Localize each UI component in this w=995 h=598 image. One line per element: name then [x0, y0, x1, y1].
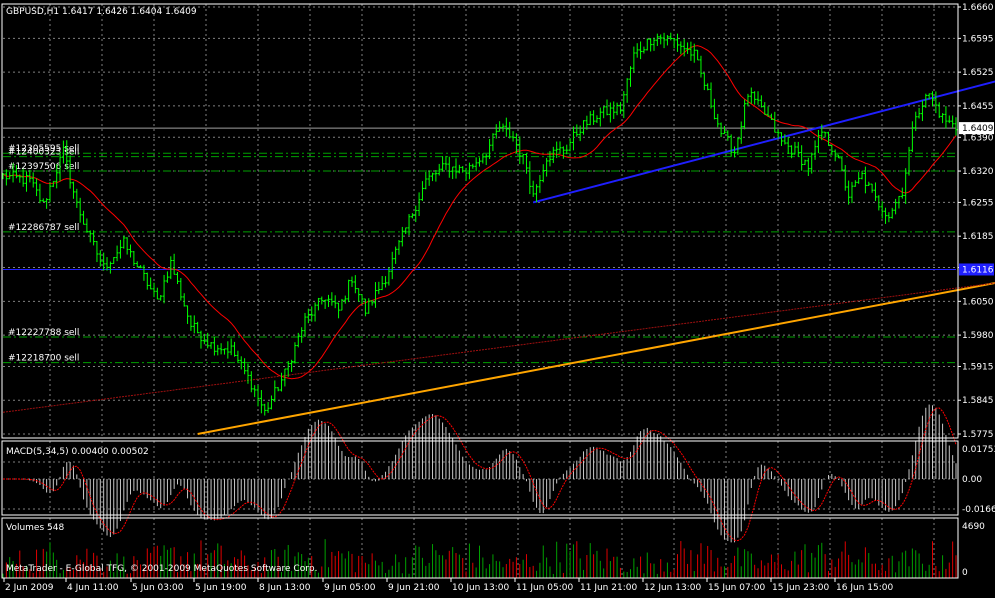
orange-trendline	[197, 282, 995, 435]
panel-frame	[1, 517, 959, 579]
price-label: 1.6390	[962, 133, 994, 143]
order-label: #12400323 sell	[8, 148, 79, 158]
volume-scale-label: 0	[962, 568, 968, 578]
time-label: 9 Jun 21:00	[388, 583, 440, 593]
macd-scale-label: 0.00	[962, 475, 982, 485]
time-label: 16 Jun 15:00	[836, 583, 893, 593]
time-label: 11 Jun 21:00	[580, 583, 637, 593]
order-label: #12397506 sell	[8, 162, 79, 172]
blue-trendline	[532, 80, 995, 204]
order-label: #12218700 sell	[8, 354, 79, 364]
volume-bars	[2, 539, 957, 578]
macd-signal	[3, 407, 957, 542]
order-lines[interactable]: #12305595 sell#12400323 sell #12397506 se…	[3, 127, 956, 364]
time-label: 8 Jun 13:00	[259, 583, 311, 593]
time-axis: 2 Jun 2009 4 Jun 11:00 5 Jun 03:00 5 Jun 19…	[3, 578, 893, 593]
price-label: 1.6455	[962, 102, 994, 112]
price-label: 1.6320	[962, 167, 994, 177]
chart-grid	[3, 4, 956, 578]
price-axis: 1.6660 1.6595 1.6525 1.6455 1.6390 1.6320 1.62…	[958, 3, 995, 578]
macd-header: MACD(5,34,5) 0.00400 0.00502	[6, 447, 149, 457]
macd-histogram	[3, 404, 957, 543]
time-label: 11 Jun 05:00	[516, 583, 573, 593]
macd-scale-label: 0.01753	[962, 445, 995, 455]
current-price-box	[959, 122, 994, 135]
time-label: 12 Jun 13:00	[644, 583, 701, 593]
candlesticks	[1, 32, 958, 416]
chart-header: GBPUSD,H1 1.6417 1.6426 1.6404 1.6409	[6, 7, 197, 17]
price-label: 1.5915	[962, 362, 994, 372]
price-label: 1.6660	[962, 3, 994, 13]
price-label: 1.6525	[962, 68, 994, 78]
time-label: 10 Jun 13:00	[452, 583, 509, 593]
order-label: #12227788 sell	[8, 328, 79, 338]
time-label: 15 Jun 23:00	[772, 583, 829, 593]
moving-average	[2, 45, 957, 380]
order-label: #12286787 sell	[8, 223, 79, 233]
ma-line	[2, 45, 957, 380]
price-label: 1.5775	[962, 430, 994, 440]
volume-scale-label: 4690	[962, 522, 985, 532]
time-label: 4 Jun 11:00	[67, 583, 119, 593]
price-label: 1.5980	[962, 331, 994, 341]
red-trendline	[2, 282, 995, 413]
order-label: #12305595 sell	[8, 144, 79, 154]
price-label: 1.6185	[962, 232, 994, 242]
panel-frame	[1, 3, 959, 439]
time-label: 15 Jun 07:00	[708, 583, 765, 593]
blue-line-price-box	[959, 263, 994, 276]
time-label: 5 Jun 03:00	[132, 583, 184, 593]
time-label: 2 Jun 2009	[5, 583, 54, 593]
price-label: 1.6255	[962, 198, 994, 208]
panel-frame	[1, 440, 959, 516]
price-label: 1.6050	[962, 297, 994, 307]
current-price-label: 1.6409	[962, 124, 994, 134]
time-label: 9 Jun 05:00	[324, 583, 376, 593]
volume-header: Volumes 548	[6, 523, 64, 533]
blue-line-price-label: 1.6116	[962, 265, 994, 275]
time-label: 5 Jun 19:00	[195, 583, 247, 593]
trend-lines[interactable]	[2, 60, 995, 435]
macd-scale-label: -0.0166	[962, 505, 995, 515]
price-label: 1.6595	[962, 34, 994, 44]
price-label: 1.5845	[962, 396, 994, 406]
panel-frames	[1, 3, 959, 579]
watermark: MetaTrader - E-Global TFG, © 2001-2009 M…	[6, 564, 318, 574]
